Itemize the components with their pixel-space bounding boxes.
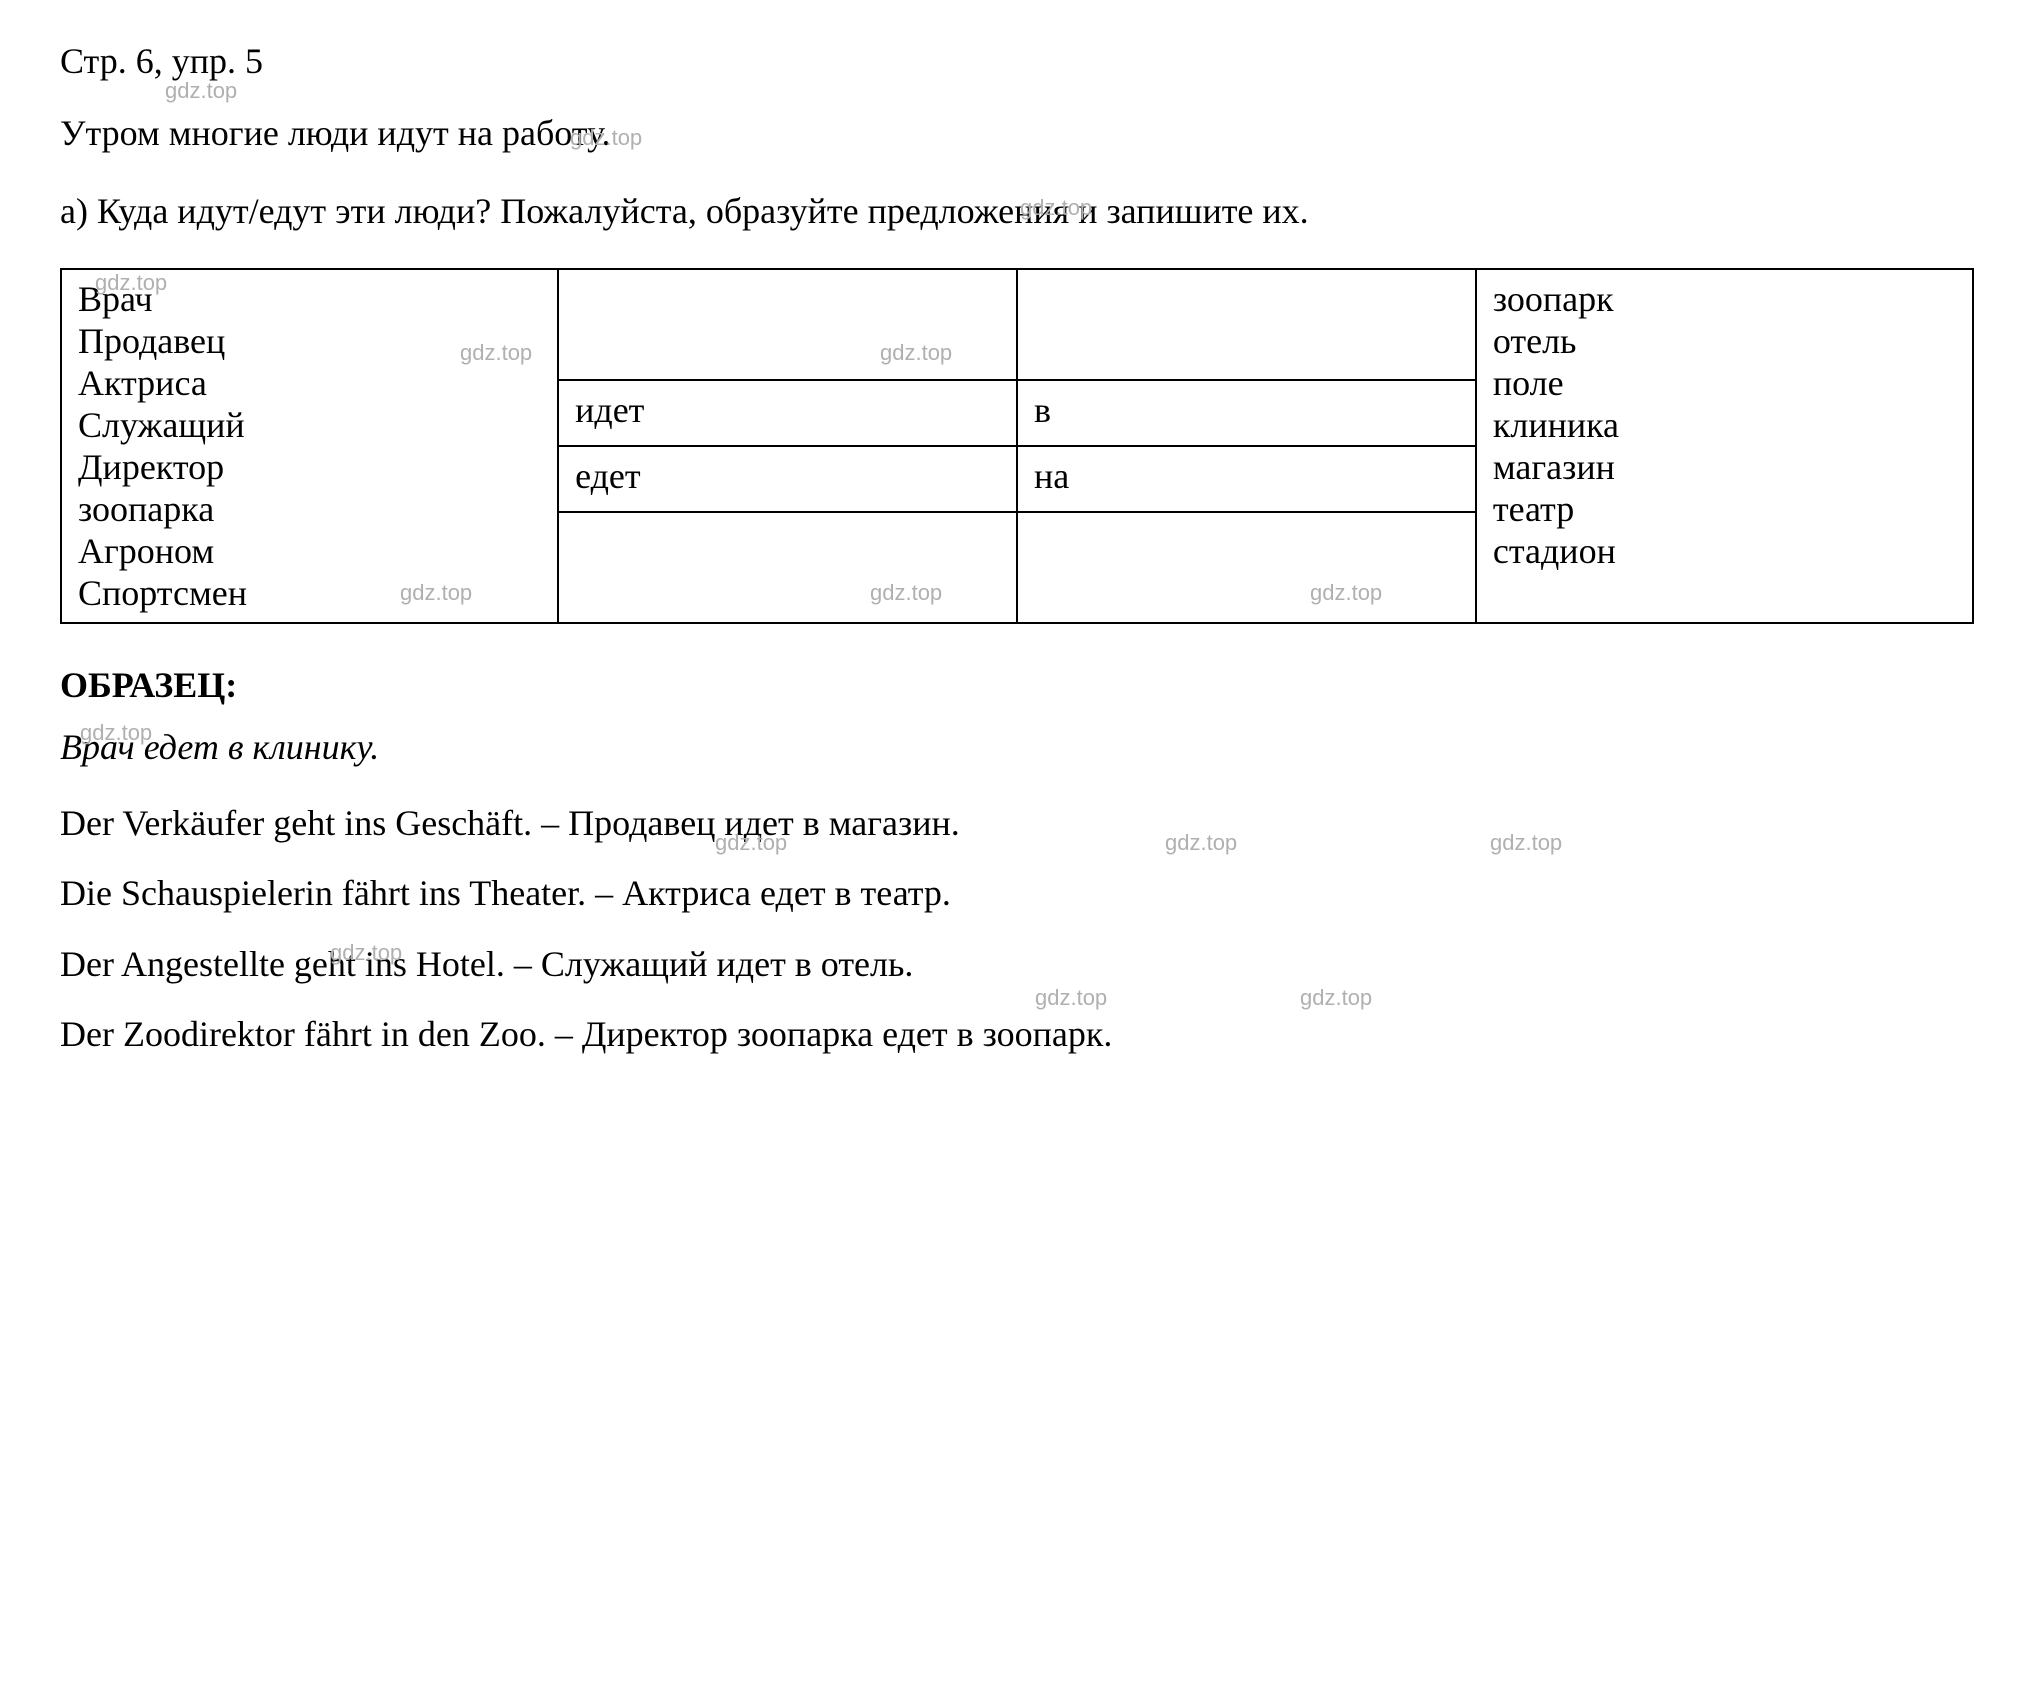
sentence: Die Schauspielerin fährt ins Theater. – …: [60, 868, 1974, 918]
left-item: зоопарка: [78, 488, 541, 530]
table-prep-cell: в: [1017, 380, 1476, 446]
left-item: Продавец: [78, 320, 541, 362]
instruction-text: а) Куда идут/едут эти люди? Пожалуйста, …: [60, 184, 1974, 238]
sample-text: Врач едет в клинику.: [60, 726, 1974, 768]
table-empty-cell: [558, 512, 1017, 623]
table-right-column: зоопарк отель поле клиника магазин театр…: [1476, 269, 1973, 623]
sentence: Der Verkäufer geht ins Geschäft. – Прода…: [60, 798, 1974, 848]
right-item: зоопарк: [1493, 278, 1956, 320]
left-item: Спортсмен: [78, 572, 541, 614]
intro-text: Утром многие люди идут на работу.: [60, 112, 1974, 154]
table-prep-cell: на: [1017, 446, 1476, 512]
right-item: стадион: [1493, 530, 1956, 572]
right-item: клиника: [1493, 404, 1956, 446]
table-empty-cell: [1017, 512, 1476, 623]
right-item: отель: [1493, 320, 1956, 362]
left-item: Врач: [78, 278, 541, 320]
sentence: Der Angestellte geht ins Hotel. – Служащ…: [60, 939, 1974, 989]
sample-label: ОБРАЗЕЦ:: [60, 664, 1974, 706]
left-item: Директор: [78, 446, 541, 488]
right-item: театр: [1493, 488, 1956, 530]
page-header: Стр. 6, упр. 5: [60, 40, 1974, 82]
exercise-table: Врач Продавец Актриса Служащий Директор …: [60, 268, 1974, 624]
table-empty-cell: [1017, 269, 1476, 380]
table-verb-cell: едет: [558, 446, 1017, 512]
left-item: Служащий: [78, 404, 541, 446]
table-verb-cell: идет: [558, 380, 1017, 446]
right-item: поле: [1493, 362, 1956, 404]
sentence: Der Zoodirektor fährt in den Zoo. – Дире…: [60, 1009, 1974, 1059]
left-item: Агроном: [78, 530, 541, 572]
right-item: магазин: [1493, 446, 1956, 488]
left-item: Актриса: [78, 362, 541, 404]
table-empty-cell: [558, 269, 1017, 380]
table-left-column: Врач Продавец Актриса Служащий Директор …: [61, 269, 558, 623]
